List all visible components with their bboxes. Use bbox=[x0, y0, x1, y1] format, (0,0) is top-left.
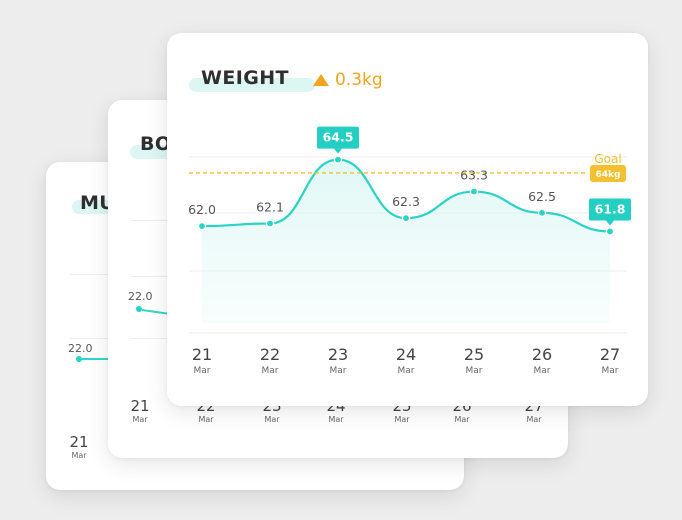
data-label: 62.5 bbox=[528, 189, 556, 204]
data-label: 63.3 bbox=[460, 168, 488, 183]
data-point bbox=[605, 227, 615, 236]
series-line bbox=[82, 358, 112, 360]
x-tick-day: 21 bbox=[192, 345, 212, 364]
weight-card[interactable]: WEIGHT 0.3kg Goal 64kg 62.0 62.1 64.5 62.3 63.… bbox=[167, 33, 648, 406]
x-tick: 21 Mar bbox=[130, 397, 150, 424]
goal-label: Goal bbox=[594, 152, 621, 166]
x-tick-month: Mar bbox=[262, 366, 279, 376]
data-point bbox=[537, 208, 547, 218]
x-tick-day: 23 bbox=[328, 345, 348, 364]
data-point bbox=[333, 155, 343, 164]
data-badge bbox=[317, 126, 359, 149]
data-label: 62.1 bbox=[256, 199, 284, 214]
weight-change-value: 0.3kg bbox=[335, 70, 383, 90]
x-tick-month: Mar bbox=[330, 366, 347, 376]
badge-pointer bbox=[334, 148, 342, 154]
data-point bbox=[76, 356, 82, 362]
x-tick-month: Mar bbox=[194, 366, 211, 376]
series-line bbox=[141, 309, 168, 315]
x-tick-day: 22 bbox=[260, 345, 280, 364]
data-label: 22.0 bbox=[68, 342, 93, 355]
data-label: 22.0 bbox=[128, 290, 153, 303]
data-label: 64.5 bbox=[323, 130, 354, 145]
data-point bbox=[197, 221, 207, 231]
data-badge bbox=[589, 198, 631, 221]
title-highlight bbox=[189, 78, 315, 92]
x-tick-month: Mar bbox=[398, 366, 415, 376]
x-tick-day: 26 bbox=[532, 345, 552, 364]
data-point bbox=[136, 306, 142, 312]
x-tick-month: Mar bbox=[466, 366, 483, 376]
x-tick-month: Mar bbox=[534, 366, 551, 376]
data-label: 62.0 bbox=[188, 202, 216, 217]
x-tick-month: Mar bbox=[602, 366, 619, 376]
data-point bbox=[401, 213, 411, 223]
x-tick-day: 27 bbox=[600, 345, 620, 364]
series-area bbox=[202, 159, 610, 323]
data-label: 61.8 bbox=[595, 201, 626, 216]
x-tick: 21 Mar bbox=[69, 433, 89, 460]
triangle-up-icon bbox=[313, 74, 329, 86]
data-label: 62.3 bbox=[392, 194, 420, 209]
x-tick-day: 25 bbox=[464, 345, 484, 364]
weight-change: 0.3kg bbox=[313, 70, 383, 90]
card-title: WEIGHT bbox=[201, 67, 289, 89]
x-tick-day: 24 bbox=[396, 345, 416, 364]
card-title: BO bbox=[140, 133, 172, 155]
goal-value: 64kg bbox=[596, 170, 621, 180]
badge-pointer bbox=[606, 220, 614, 226]
data-point bbox=[265, 219, 275, 228]
weight-chart: Goal 64kg 62.0 62.1 64.5 62.3 63.3 62.5 61.8 21 Ma… bbox=[188, 126, 631, 376]
data-point bbox=[469, 187, 479, 196]
goal-badge bbox=[590, 164, 626, 182]
card-title: MU bbox=[80, 192, 116, 214]
